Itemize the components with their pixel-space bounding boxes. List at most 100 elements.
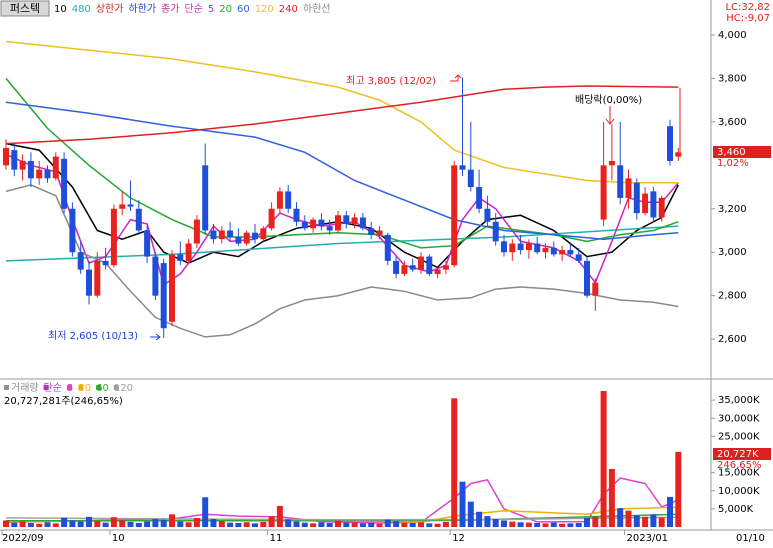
legend-swatch <box>67 385 73 390</box>
candle-body <box>326 226 333 231</box>
volume-bar <box>459 481 466 527</box>
candle-body <box>19 160 26 170</box>
candle-body <box>44 169 51 179</box>
candle-body <box>36 169 43 179</box>
volume-bar <box>467 501 474 527</box>
volume-bar <box>152 519 159 527</box>
candle-body <box>260 228 267 240</box>
volume-bar <box>335 520 341 527</box>
candle-body <box>11 150 18 170</box>
candle-body <box>592 282 599 296</box>
volume-bar <box>675 451 682 527</box>
candle-body <box>318 219 325 227</box>
x-tick-label: 11 <box>270 533 283 544</box>
candle-body <box>401 265 408 274</box>
last-price: 3,460 <box>717 147 746 158</box>
candle-body <box>459 165 466 170</box>
candle-body <box>210 230 217 240</box>
y-tick-label: 2,800 <box>718 291 747 302</box>
legend-swatch <box>43 385 49 390</box>
candle-body <box>52 156 59 179</box>
dividend-arrow <box>605 106 615 125</box>
volume-bar <box>584 517 590 527</box>
legend-item: 60 <box>96 383 109 394</box>
candle-body <box>243 232 250 244</box>
candle-body <box>501 241 507 253</box>
candle-body <box>110 208 117 266</box>
volume-bar <box>476 511 483 527</box>
candle-body <box>575 254 582 261</box>
ticker-box[interactable] <box>0 0 50 17</box>
volume-bar <box>426 523 433 527</box>
candle-body <box>202 165 209 231</box>
candle-body <box>567 250 574 255</box>
candle-body <box>442 265 449 270</box>
candle-body <box>509 243 516 253</box>
legend-item: 단순 <box>44 382 62 394</box>
candle-body <box>152 256 159 296</box>
volume-bar <box>44 522 51 527</box>
x-tick-label: 10 <box>112 533 125 544</box>
legend-item: 480 <box>72 4 91 15</box>
volume-bar <box>36 523 43 527</box>
y-tick-label: 3,600 <box>718 117 747 128</box>
y-tick-label: 2,600 <box>718 334 747 345</box>
candle-body <box>285 191 292 209</box>
volume-bar <box>193 517 200 527</box>
candle-body <box>418 256 424 270</box>
ma-line <box>5 184 679 338</box>
dividend-note: 배당락(0,00%) <box>575 94 642 106</box>
legend-item: 20 <box>78 383 91 394</box>
candle-body <box>86 269 92 296</box>
candle-body <box>409 265 416 270</box>
candle-body <box>393 260 400 274</box>
volume-bar <box>550 522 557 527</box>
y-tick-label: 4,000 <box>718 30 747 41</box>
volume-bar <box>61 517 68 527</box>
candle-body <box>434 269 441 274</box>
candle-body <box>94 260 101 296</box>
y-tick-label: 3,200 <box>718 204 747 215</box>
volume-bar <box>384 519 391 527</box>
legend-item: 거래량 <box>11 382 39 394</box>
legend-swatch <box>78 385 84 390</box>
candle-body <box>359 217 366 229</box>
candle-body <box>550 247 557 255</box>
volume-bar <box>559 523 566 527</box>
candle-body <box>3 147 9 166</box>
volume-bar <box>301 522 308 527</box>
candle-body <box>667 126 673 161</box>
candle-body <box>69 208 76 253</box>
ticker[interactable]: 퍼스텍 <box>10 2 40 15</box>
volume-bar <box>501 520 507 527</box>
volume-bar <box>617 508 624 527</box>
candle-body <box>517 243 524 251</box>
volume-bar <box>127 521 134 527</box>
candle-body <box>525 243 532 251</box>
candle-body <box>169 254 175 322</box>
volume-bar <box>625 510 632 527</box>
candle-body <box>218 230 225 240</box>
legend-item: 5 <box>208 4 214 15</box>
y-tick-label: 3,000 <box>718 247 747 258</box>
candle-body <box>61 158 68 209</box>
candle-body <box>301 221 308 229</box>
volume-bar <box>185 522 192 527</box>
candle-body <box>227 230 234 238</box>
volume-bar <box>86 516 92 527</box>
volume-bar <box>3 520 9 527</box>
volume-bar <box>326 523 333 527</box>
volume-bar <box>11 522 18 527</box>
volume-bar <box>110 517 117 527</box>
legend-item: 종가 <box>161 3 179 15</box>
change-rate: 1,02% <box>717 158 749 169</box>
last-price-box <box>713 146 771 158</box>
candle-body <box>135 208 142 231</box>
legend-item: 단순 <box>184 3 202 15</box>
volume-bar <box>351 522 358 527</box>
candle-body <box>534 243 541 253</box>
candle-body <box>119 204 126 209</box>
volume-bar <box>69 520 76 527</box>
volume-bar <box>169 514 175 527</box>
